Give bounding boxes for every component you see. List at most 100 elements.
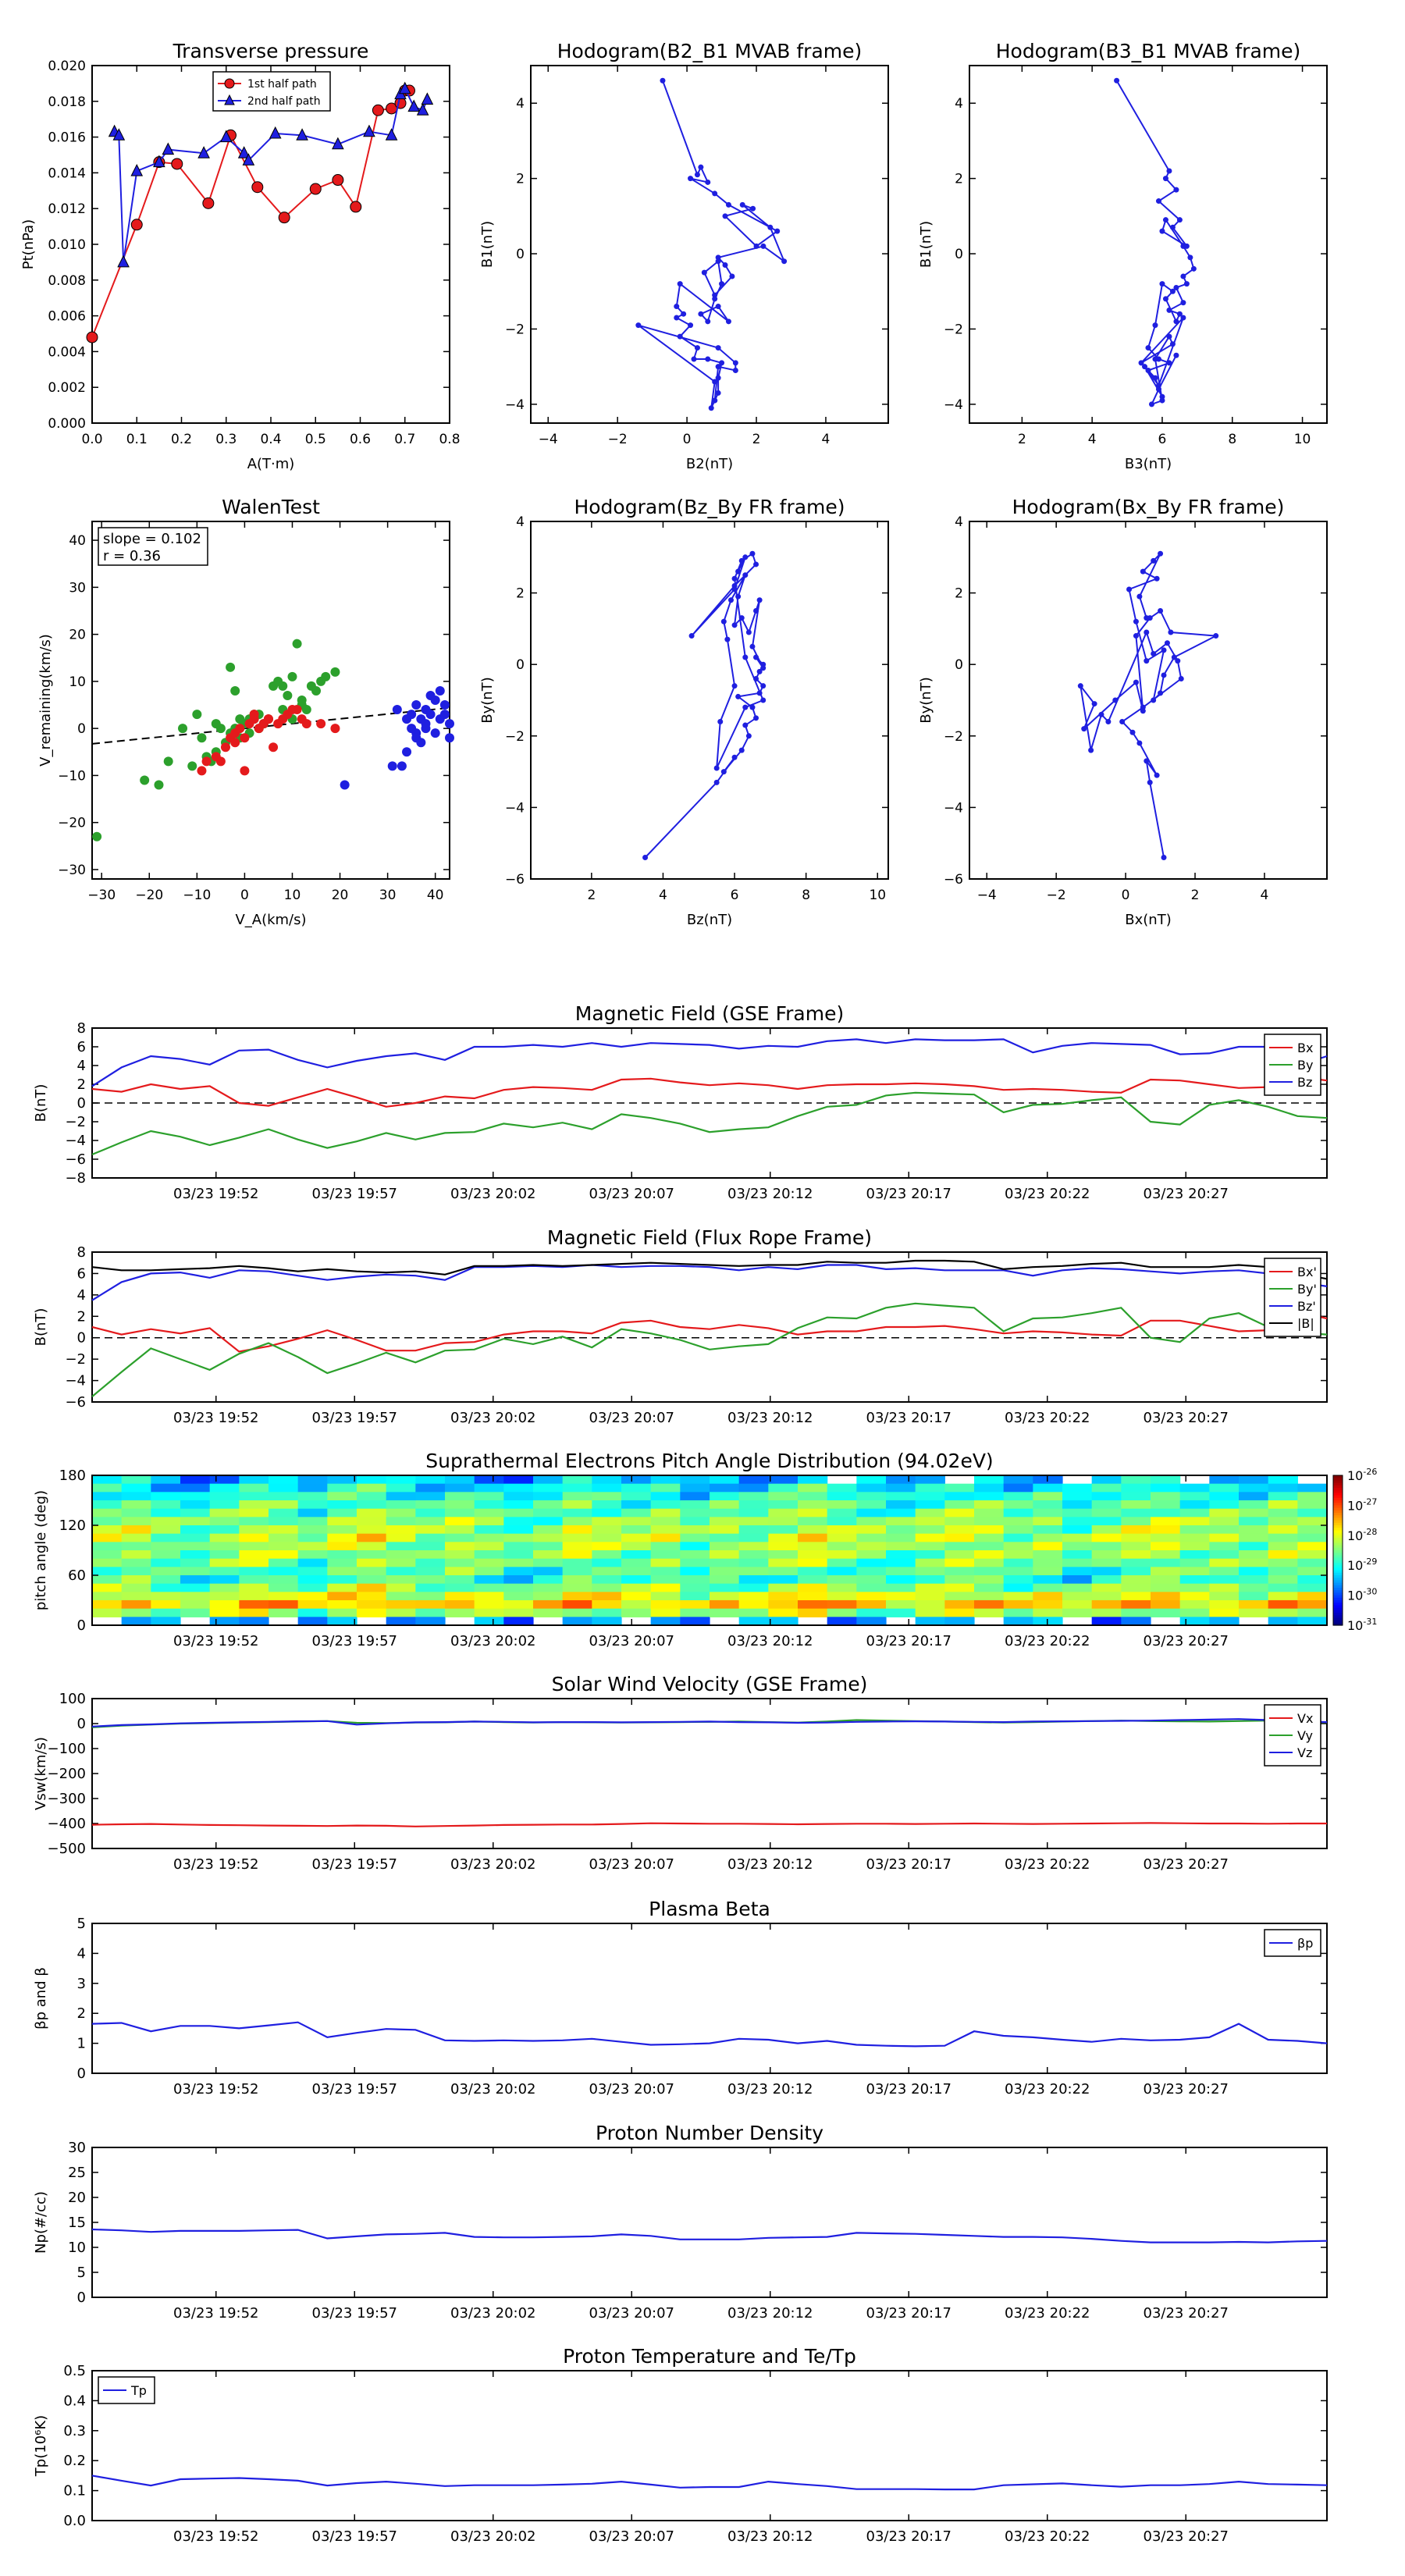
hodogram-point bbox=[1144, 615, 1150, 621]
hodogram-point bbox=[1136, 740, 1143, 746]
y-tick-label: −200 bbox=[48, 1766, 86, 1782]
heatmap-cell bbox=[1297, 1600, 1328, 1610]
heatmap-cell bbox=[503, 1475, 534, 1485]
heatmap-cell bbox=[357, 1558, 387, 1567]
x-tick-label: 0.4 bbox=[260, 432, 281, 447]
heatmap-cell bbox=[92, 1567, 123, 1576]
heatmap-cell bbox=[710, 1492, 740, 1501]
heatmap-cell bbox=[1151, 1608, 1181, 1617]
walen-point bbox=[330, 724, 340, 734]
heatmap-cell bbox=[886, 1592, 916, 1601]
hodogram-point bbox=[725, 318, 731, 325]
heatmap-cell bbox=[269, 1600, 299, 1610]
heatmap-cell bbox=[1091, 1583, 1122, 1592]
heatmap-cell bbox=[886, 1558, 916, 1567]
heatmap-cell bbox=[445, 1525, 475, 1535]
heatmap-cell bbox=[1003, 1483, 1033, 1493]
heatmap-cell bbox=[974, 1542, 1005, 1551]
walen-point bbox=[197, 733, 207, 743]
heatmap-cell bbox=[1151, 1567, 1181, 1576]
legend-label: βp bbox=[1297, 1936, 1313, 1951]
colorbar-segment bbox=[1333, 1578, 1343, 1581]
time-tick-label: 03/23 19:52 bbox=[173, 2081, 258, 2097]
hodogram-point bbox=[1144, 658, 1150, 664]
heatmap-cell bbox=[1297, 1517, 1328, 1526]
heatmap-cell bbox=[944, 1592, 975, 1601]
heatmap-cell bbox=[650, 1475, 681, 1485]
heatmap-cell bbox=[386, 1608, 416, 1617]
heatmap-cell bbox=[151, 1475, 181, 1485]
heatmap-cell bbox=[974, 1592, 1005, 1601]
plot-frame bbox=[91, 521, 450, 880]
heatmap-cell bbox=[562, 1525, 592, 1535]
heatmap-cell bbox=[1121, 1533, 1151, 1542]
plot-frame bbox=[91, 1475, 1328, 1626]
hodogram-point bbox=[691, 356, 697, 362]
time-tick-label: 03/23 20:27 bbox=[1144, 2528, 1229, 2545]
heatmap-cell bbox=[92, 1500, 123, 1510]
heatmap-cell bbox=[151, 1542, 181, 1551]
colorbar-segment bbox=[1333, 1607, 1343, 1611]
heatmap-cell bbox=[562, 1583, 592, 1592]
heatmap-cell bbox=[503, 1525, 534, 1535]
heatmap-cell bbox=[1062, 1550, 1093, 1560]
walen-point bbox=[387, 761, 397, 771]
x-axis-label: Bz(nT) bbox=[687, 912, 732, 928]
legend-label: Bx' bbox=[1297, 1265, 1317, 1279]
heatmap-cell bbox=[650, 1533, 681, 1542]
colorbar-segment bbox=[1333, 1538, 1343, 1541]
heatmap-cell bbox=[180, 1550, 211, 1560]
y-tick-label: 4 bbox=[955, 514, 963, 530]
x-tick-label: 20 bbox=[332, 888, 349, 903]
heatmap-cell bbox=[386, 1525, 416, 1535]
time-tick-label: 03/23 20:22 bbox=[1005, 1410, 1090, 1426]
heatmap-cell bbox=[680, 1592, 710, 1601]
heatmap-cell bbox=[297, 1583, 328, 1592]
walen-point bbox=[263, 714, 273, 724]
heatmap-cell bbox=[1209, 1542, 1240, 1551]
heatmap-cell bbox=[1121, 1617, 1151, 1626]
x-axis-label: A(T·m) bbox=[247, 456, 295, 472]
y-tick-label: −400 bbox=[48, 1816, 86, 1832]
y-axis-label: Tp(10⁶K) bbox=[33, 2415, 49, 2477]
hodogram-point bbox=[750, 205, 756, 212]
heatmap-cell bbox=[944, 1517, 975, 1526]
heatmap-cell bbox=[1062, 1567, 1093, 1576]
heatmap-cell bbox=[180, 1475, 211, 1485]
chart-mag_gse: Magnetic Field (GSE Frame) −8 −6 −4 −2 0 2 4 6 8 B… bbox=[33, 1002, 1328, 1202]
heatmap-cell bbox=[738, 1525, 769, 1535]
heatmap-cell bbox=[474, 1567, 504, 1576]
heatmap-cell bbox=[798, 1533, 828, 1542]
data-point bbox=[296, 128, 308, 141]
hodogram-point bbox=[1158, 690, 1164, 696]
chart-transverse: Transverse pressure 0.0 0.1 0.2 0.3 0.4 0.5 0.6… bbox=[20, 40, 461, 472]
heatmap-cell bbox=[1062, 1483, 1093, 1493]
heatmap-cell bbox=[856, 1550, 887, 1560]
heatmap-cell bbox=[327, 1508, 357, 1517]
hodogram-point bbox=[731, 754, 738, 760]
y-tick-label: 0 bbox=[955, 657, 963, 673]
heatmap-cell bbox=[1239, 1475, 1269, 1485]
heatmap-cell bbox=[856, 1592, 887, 1601]
heatmap-cell bbox=[209, 1508, 240, 1517]
hodogram-point bbox=[720, 618, 727, 624]
time-tick-label: 03/23 19:52 bbox=[173, 1186, 258, 1202]
heatmap-cell bbox=[886, 1575, 916, 1585]
colorbar-segment bbox=[1333, 1600, 1343, 1603]
heatmap-cell bbox=[327, 1542, 357, 1551]
heatmap-cell bbox=[856, 1558, 887, 1567]
colorbar-segment bbox=[1333, 1482, 1343, 1486]
heatmap-cell bbox=[269, 1575, 299, 1585]
x-tick-label: −10 bbox=[183, 888, 211, 903]
heatmap-cell bbox=[1179, 1575, 1210, 1585]
heatmap-cell bbox=[1268, 1475, 1298, 1485]
heatmap-cell bbox=[1151, 1592, 1181, 1601]
y-tick-label: 0.008 bbox=[48, 273, 86, 289]
heatmap-cell bbox=[680, 1600, 710, 1610]
heatmap-cell bbox=[827, 1592, 857, 1601]
hodogram-point bbox=[1155, 386, 1161, 393]
heatmap-cell bbox=[1239, 1525, 1269, 1535]
heatmap-cell bbox=[827, 1550, 857, 1560]
colorbar-segment bbox=[1333, 1567, 1343, 1571]
heatmap-cell bbox=[533, 1575, 564, 1585]
